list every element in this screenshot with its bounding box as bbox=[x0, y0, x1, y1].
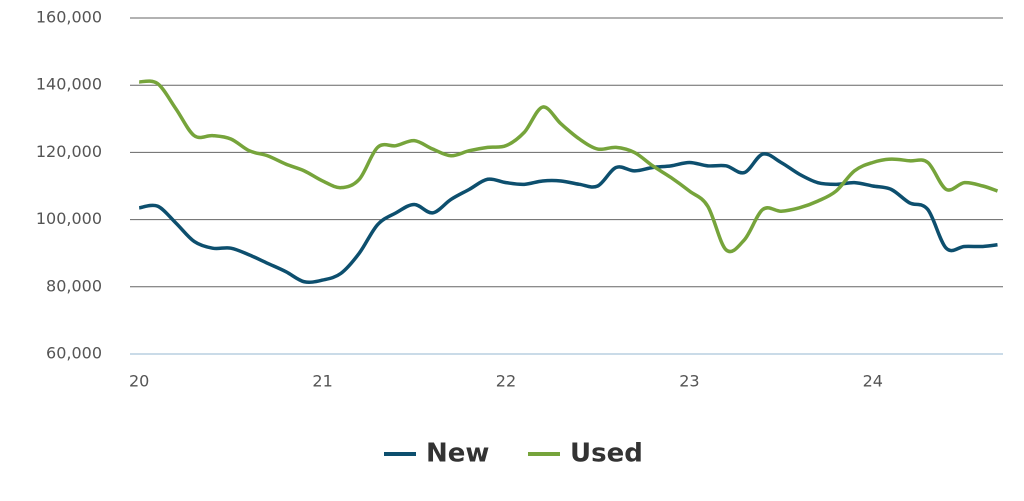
x-tick-label: 20 bbox=[129, 372, 149, 391]
series-line bbox=[138, 152, 998, 285]
x-tick-label: 22 bbox=[496, 372, 516, 391]
x-tick-label: 24 bbox=[863, 372, 883, 391]
legend-label: New bbox=[426, 439, 489, 469]
x-tick-label: 23 bbox=[679, 372, 699, 391]
x-tick-label: 21 bbox=[312, 372, 332, 391]
series-line bbox=[139, 79, 999, 254]
legend-label: Used bbox=[570, 439, 643, 469]
y-tick-label: 160,000 bbox=[36, 8, 102, 27]
y-tick-label: 80,000 bbox=[46, 276, 102, 295]
y-tick-label: 60,000 bbox=[46, 344, 102, 363]
y-tick-label: 140,000 bbox=[36, 75, 102, 94]
y-tick-label: 100,000 bbox=[36, 209, 102, 228]
y-tick-label: 120,000 bbox=[36, 142, 102, 161]
